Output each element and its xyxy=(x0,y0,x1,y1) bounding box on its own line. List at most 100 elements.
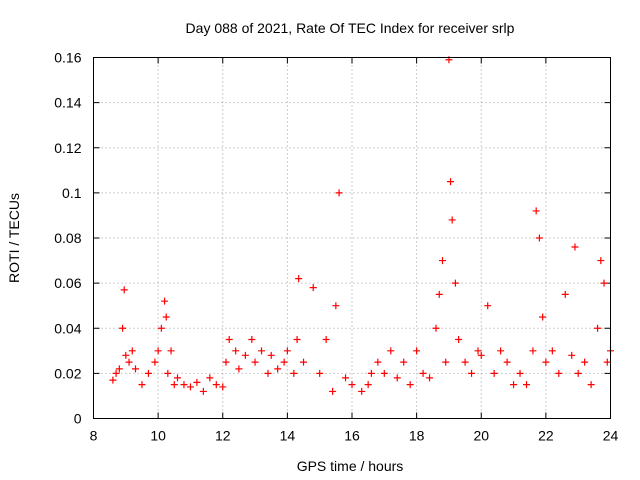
data-point xyxy=(574,369,582,377)
data-point xyxy=(267,351,275,359)
data-point xyxy=(144,369,152,377)
data-point xyxy=(561,290,569,298)
data-point xyxy=(594,324,602,332)
y-tick-label: 0.06 xyxy=(54,275,81,291)
data-point xyxy=(535,234,543,242)
x-tick-label: 14 xyxy=(280,428,296,444)
data-point xyxy=(600,279,608,287)
data-point xyxy=(503,358,511,366)
data-point xyxy=(161,297,169,305)
data-point xyxy=(461,358,469,366)
data-point xyxy=(251,358,259,366)
plot-frame xyxy=(93,57,611,419)
data-point xyxy=(447,178,455,186)
data-point xyxy=(232,347,240,355)
data-point xyxy=(138,381,146,389)
x-axis-ticks: 8 10 12 14 16 18 20 22 24 xyxy=(90,57,619,444)
data-point xyxy=(295,275,303,283)
data-point xyxy=(212,381,220,389)
data-point xyxy=(571,243,579,251)
y-tick-label: 0.08 xyxy=(54,230,81,246)
data-point xyxy=(335,189,343,197)
data-point xyxy=(432,324,440,332)
data-point xyxy=(497,347,505,355)
data-point xyxy=(529,347,537,355)
data-point xyxy=(442,358,450,366)
data-point xyxy=(581,358,589,366)
chart-title: Day 088 of 2021, Rate Of TEC Index for r… xyxy=(186,20,515,36)
y-tick-label: 0.16 xyxy=(54,50,81,66)
data-point xyxy=(516,369,524,377)
data-point xyxy=(174,374,182,382)
y-tick-label: 0.02 xyxy=(54,365,81,381)
data-point xyxy=(248,336,256,344)
x-tick-label: 20 xyxy=(473,428,489,444)
x-tick-label: 12 xyxy=(215,428,231,444)
data-point xyxy=(206,374,214,382)
x-tick-label: 24 xyxy=(603,428,619,444)
data-point xyxy=(387,347,395,355)
data-point xyxy=(225,336,233,344)
data-point xyxy=(162,313,170,321)
data-point xyxy=(241,351,249,359)
data-point xyxy=(199,387,207,395)
y-axis-ticks: 0 0.02 0.04 0.06 0.08 0.1 0.12 0.14 0.16 xyxy=(54,50,611,427)
data-point xyxy=(120,286,128,294)
data-point xyxy=(122,351,130,359)
data-point xyxy=(419,369,427,377)
data-point xyxy=(322,336,330,344)
y-tick-label: 0.12 xyxy=(54,140,81,156)
data-point xyxy=(400,358,408,366)
data-point xyxy=(603,358,611,366)
data-point xyxy=(329,387,337,395)
data-point xyxy=(568,351,576,359)
data-point xyxy=(597,257,605,265)
data-point xyxy=(125,358,133,366)
data-point xyxy=(193,378,201,386)
x-tick-label: 8 xyxy=(90,428,98,444)
data-point xyxy=(235,365,243,373)
data-point xyxy=(393,374,401,382)
data-point xyxy=(274,365,282,373)
x-tick-label: 22 xyxy=(538,428,554,444)
x-axis-label: GPS time / hours xyxy=(297,458,404,474)
data-point xyxy=(119,324,127,332)
data-point xyxy=(300,358,308,366)
data-point xyxy=(426,374,434,382)
data-point xyxy=(413,347,421,355)
data-point xyxy=(219,383,227,391)
x-tick-label: 18 xyxy=(409,428,425,444)
data-point xyxy=(474,347,482,355)
data-point xyxy=(532,207,540,215)
x-tick-label: 16 xyxy=(344,428,360,444)
data-point xyxy=(342,374,350,382)
data-point xyxy=(222,358,230,366)
data-point xyxy=(438,257,446,265)
data-point xyxy=(522,381,530,389)
data-point xyxy=(332,302,340,310)
data-point xyxy=(548,347,556,355)
y-tick-label: 0.14 xyxy=(54,95,81,111)
data-point xyxy=(477,351,485,359)
data-point xyxy=(348,381,356,389)
data-point xyxy=(406,381,414,389)
data-point xyxy=(157,324,165,332)
data-points xyxy=(109,56,614,395)
data-point xyxy=(455,336,463,344)
data-point xyxy=(132,365,140,373)
data-point xyxy=(484,302,492,310)
data-point xyxy=(128,347,136,355)
data-point xyxy=(555,369,563,377)
data-point xyxy=(448,216,456,224)
data-point xyxy=(186,383,194,391)
data-point xyxy=(112,369,120,377)
data-point xyxy=(358,387,366,395)
data-point xyxy=(180,381,188,389)
y-tick-label: 0 xyxy=(74,411,82,427)
y-axis-label: ROTI / TECUs xyxy=(6,193,22,283)
data-point xyxy=(290,369,298,377)
data-point xyxy=(374,358,382,366)
data-point xyxy=(264,369,272,377)
